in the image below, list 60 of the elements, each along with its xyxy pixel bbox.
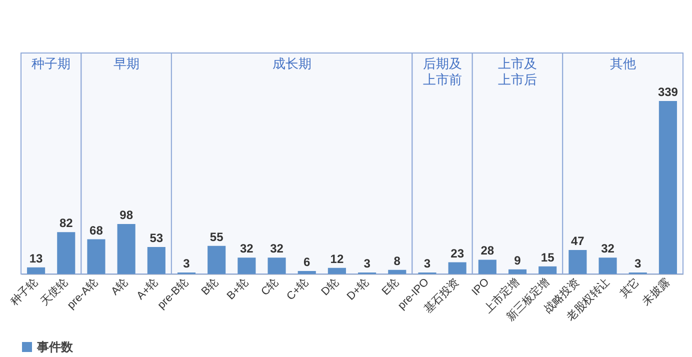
data-label: 47	[571, 234, 585, 248]
x-tick-label: C+轮	[284, 276, 312, 303]
x-tick-label: D轮	[319, 276, 342, 298]
data-label: 32	[601, 242, 615, 256]
bar	[298, 270, 316, 274]
band-label: 成长期	[272, 56, 312, 71]
bar	[57, 232, 76, 274]
x-tick-label: 其它	[617, 276, 642, 300]
bar	[208, 246, 226, 274]
x-tick-label: B+轮	[224, 276, 251, 302]
band-label: 种子期	[32, 56, 71, 71]
x-tick-label: E轮	[380, 276, 402, 298]
data-label: 68	[90, 223, 104, 238]
data-label: 32	[270, 242, 284, 256]
band-label: 上市及上市后	[498, 56, 537, 87]
data-label: 9	[514, 253, 522, 268]
x-tick-label: A+轮	[134, 276, 161, 302]
bar	[478, 260, 496, 274]
band-label: 早期	[113, 56, 140, 71]
data-label: 32	[240, 242, 254, 256]
bar	[568, 250, 587, 274]
data-label: 53	[150, 230, 164, 245]
data-label: 55	[210, 230, 224, 244]
bar	[508, 269, 527, 274]
data-label: 98	[120, 208, 134, 222]
bar	[268, 258, 286, 274]
data-label: 13	[29, 251, 44, 266]
bar	[27, 267, 46, 274]
data-label: 82	[59, 216, 74, 230]
bar	[598, 258, 617, 274]
band-label: 其他	[610, 56, 636, 71]
data-label: 3	[634, 256, 642, 270]
data-label: 15	[540, 250, 555, 264]
bar	[87, 239, 106, 274]
x-tick-label: 未披露	[640, 276, 672, 308]
data-label: 3	[183, 256, 190, 270]
data-label: 339	[658, 85, 678, 99]
bar	[238, 258, 256, 274]
bar	[538, 266, 557, 274]
band-label: 后期及上市前	[422, 56, 462, 87]
x-tick-label: C轮	[259, 276, 282, 298]
bar	[658, 101, 677, 274]
bar	[147, 246, 166, 274]
data-label: 8	[394, 254, 401, 268]
legend-label: 事件数	[36, 340, 74, 354]
data-label: 28	[480, 244, 494, 258]
bar	[448, 262, 466, 274]
data-label: 3	[424, 256, 431, 270]
x-tick-label: 种子轮	[8, 276, 40, 308]
bar	[328, 268, 346, 274]
x-tick-label: A轮	[109, 276, 131, 298]
data-label: 3	[364, 256, 371, 270]
bar	[388, 270, 406, 274]
x-tick-label: IPO	[470, 276, 492, 298]
data-label: 12	[330, 252, 344, 266]
bar	[117, 224, 136, 274]
data-label: 23	[450, 246, 464, 260]
x-tick-label: D+轮	[344, 276, 372, 303]
data-label: 6	[304, 254, 311, 269]
x-tick-label: B轮	[199, 276, 221, 298]
